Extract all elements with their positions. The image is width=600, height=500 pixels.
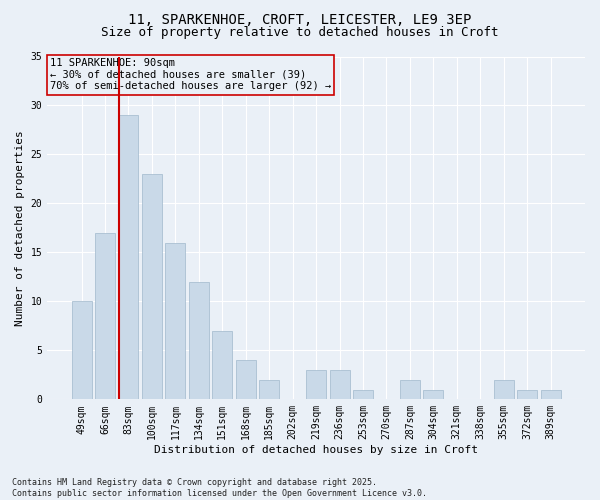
Bar (119, 116, 139, 400)
Bar (166, 242, 185, 400)
Y-axis label: Number of detached properties: Number of detached properties (15, 130, 25, 326)
Text: 11 SPARKENHOE: 90sqm
← 30% of detached houses are smaller (39)
70% of semi-detac: 11 SPARKENHOE: 90sqm ← 30% of detached h… (50, 58, 331, 92)
Bar (71, 302, 92, 400)
Bar (329, 370, 350, 400)
Bar (541, 390, 560, 400)
Bar (400, 380, 420, 400)
Bar (517, 390, 537, 400)
Bar (142, 174, 162, 400)
Bar (306, 370, 326, 400)
X-axis label: Distribution of detached houses by size in Croft: Distribution of detached houses by size … (154, 445, 478, 455)
Bar (236, 360, 256, 400)
Bar (353, 390, 373, 400)
Bar (212, 331, 232, 400)
Text: Size of property relative to detached houses in Croft: Size of property relative to detached ho… (101, 26, 499, 39)
Bar (494, 380, 514, 400)
Bar (189, 282, 209, 400)
Bar (424, 390, 443, 400)
Text: 11, SPARKENHOE, CROFT, LEICESTER, LE9 3EP: 11, SPARKENHOE, CROFT, LEICESTER, LE9 3E… (128, 12, 472, 26)
Text: Contains HM Land Registry data © Crown copyright and database right 2025.
Contai: Contains HM Land Registry data © Crown c… (12, 478, 427, 498)
Bar (95, 233, 115, 400)
Bar (259, 380, 279, 400)
